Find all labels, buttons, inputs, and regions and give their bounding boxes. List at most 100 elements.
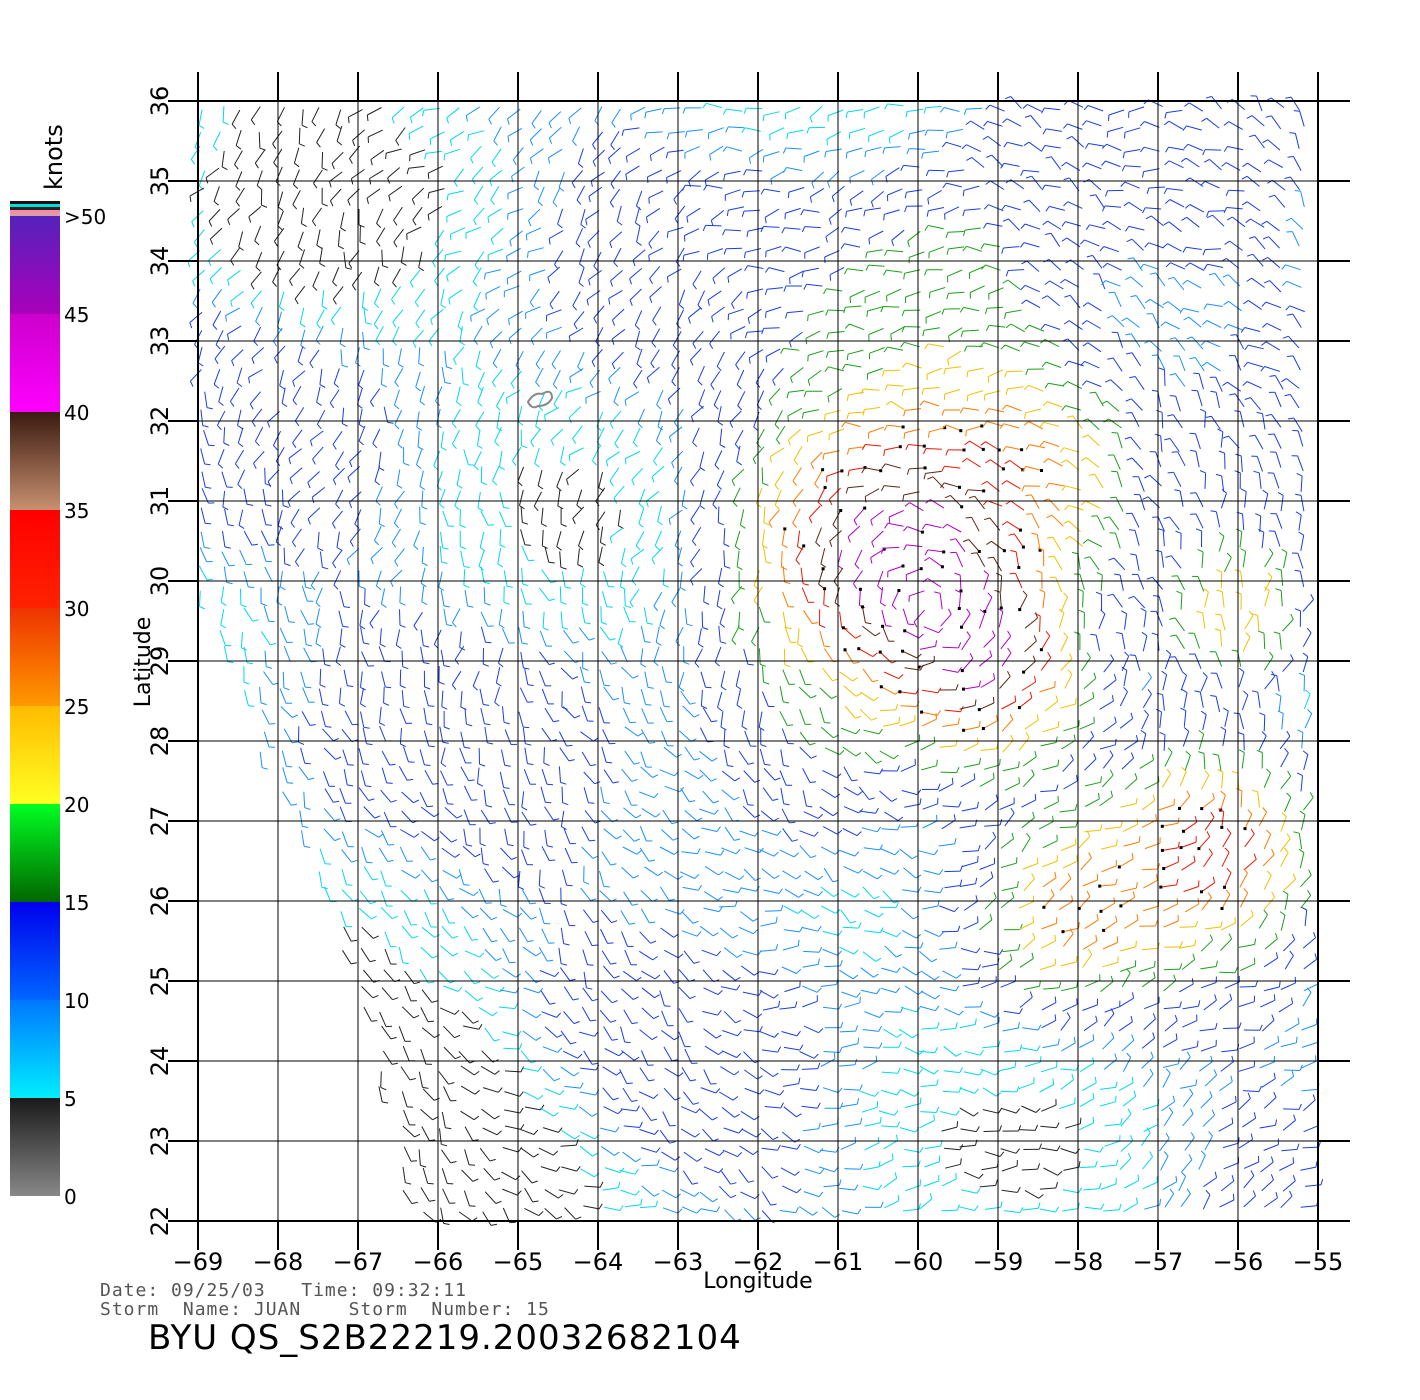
wind-barb <box>763 151 780 157</box>
wind-barb-flag <box>941 308 945 315</box>
wind-barb-flag <box>491 381 496 388</box>
wind-barb-flag <box>551 363 556 370</box>
wind-barb-flag <box>460 546 467 550</box>
wind-barb <box>964 208 981 211</box>
wind-barb <box>200 507 206 524</box>
wind-barb-flag <box>648 197 650 204</box>
wind-barb-flag <box>810 463 815 470</box>
wind-barb <box>223 645 229 662</box>
wind-barb-flag <box>415 386 421 392</box>
wind-barb <box>1058 900 1073 911</box>
wind-barb <box>1175 373 1186 387</box>
wind-barb <box>569 327 584 337</box>
wind-barb-flag <box>214 358 219 365</box>
wind-barb <box>1103 659 1114 673</box>
wind-barb <box>1257 615 1260 632</box>
rain-flag-marker <box>901 425 905 429</box>
wind-barb <box>948 327 963 337</box>
wind-barb <box>877 570 884 587</box>
wind-barb <box>726 108 743 112</box>
wind-barb-flag <box>635 222 641 227</box>
wind-barb <box>401 869 416 879</box>
wind-barb <box>656 389 664 405</box>
wind-barb <box>829 428 845 435</box>
wind-barb-flag <box>752 917 759 922</box>
wind-barb-flag <box>832 678 839 682</box>
wind-barb <box>742 991 759 996</box>
wind-barb <box>484 726 488 743</box>
wind-barb-flag <box>999 949 1004 955</box>
wind-barb <box>829 530 842 542</box>
wind-barb-flag <box>1017 761 1020 768</box>
wind-barb <box>1258 735 1267 751</box>
wind-barb-flag <box>1154 920 1158 927</box>
wind-barb-flag <box>519 505 525 510</box>
wind-barb-flag <box>853 949 859 955</box>
wind-barb-flag <box>693 961 700 964</box>
wind-barb-flag <box>975 877 978 884</box>
wind-barb-flag <box>379 643 386 648</box>
wind-barb <box>319 848 326 864</box>
wind-barb <box>1298 514 1302 531</box>
wind-barb <box>462 845 476 858</box>
wind-barb-flag <box>401 261 407 266</box>
wind-barb-flag <box>431 879 438 883</box>
wind-barb <box>216 410 226 426</box>
wind-barb-flag <box>1115 915 1118 922</box>
wind-barb <box>507 208 524 215</box>
wind-barb <box>1028 324 1045 332</box>
rain-flag-marker <box>1002 549 1006 553</box>
wind-barb-flag <box>292 442 297 448</box>
wind-barb-flag <box>333 800 340 803</box>
wind-barb <box>780 749 784 766</box>
wind-barb <box>884 146 901 149</box>
wind-barb <box>636 226 641 243</box>
wind-barb-flag <box>1307 708 1313 714</box>
wind-barb-flag <box>1061 485 1066 491</box>
wind-barb-flag <box>974 819 978 826</box>
wind-barb <box>387 167 401 179</box>
wind-barb-flag <box>863 210 866 217</box>
wind-barb-flag <box>666 276 669 283</box>
wind-barb <box>1107 126 1124 133</box>
wind-barb <box>826 288 843 292</box>
wind-barb-flag <box>946 248 949 255</box>
wind-barb-flag <box>1285 305 1291 311</box>
wind-barb <box>1084 239 1100 247</box>
wind-barb-flag <box>1210 811 1215 818</box>
wind-barb <box>1083 677 1097 690</box>
wind-barb <box>902 889 919 893</box>
wind-barb <box>587 230 600 243</box>
wind-barb-flag <box>823 604 830 608</box>
wind-barb-flag <box>1223 324 1229 330</box>
wind-barb-flag <box>633 762 641 765</box>
wind-barb <box>1087 434 1100 447</box>
wind-barb <box>764 208 780 218</box>
wind-barb <box>484 948 497 961</box>
wind-barb-flag <box>1203 263 1208 270</box>
wind-barb-flag <box>1007 630 1012 637</box>
wind-barb-flag <box>1020 341 1025 348</box>
wind-barb-flag <box>609 423 614 429</box>
wind-barb <box>1273 472 1280 489</box>
wind-barb <box>1195 433 1201 450</box>
wind-barb-flag <box>1095 591 1102 595</box>
wind-barb-flag <box>609 638 616 641</box>
wind-barb <box>379 1011 387 1027</box>
wind-barb-flag <box>251 543 258 546</box>
wind-barb <box>213 369 221 385</box>
wind-barb <box>577 548 580 565</box>
wind-barb <box>1031 175 1042 190</box>
wind-barb-flag <box>783 803 790 806</box>
wind-barb-flag <box>1251 613 1258 616</box>
wind-barb-flag <box>693 835 700 840</box>
wind-barb-flag <box>784 581 791 585</box>
wind-barb <box>375 486 383 502</box>
wind-barb <box>1263 656 1274 671</box>
wind-barb <box>504 828 509 845</box>
wind-barb-flag <box>1080 457 1087 462</box>
wind-barb-flag <box>803 284 807 290</box>
wind-barb <box>825 148 842 152</box>
wind-barb-flag <box>543 922 551 925</box>
wind-barb-flag <box>896 967 901 973</box>
